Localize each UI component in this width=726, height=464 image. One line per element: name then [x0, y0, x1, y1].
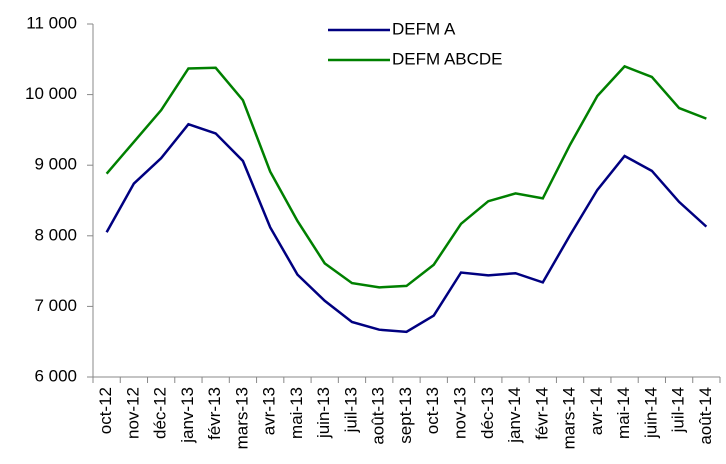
x-tick-label: avr-14: [587, 387, 606, 435]
x-tick-label: juin-13: [314, 387, 333, 439]
x-tick-label: juin-14: [641, 387, 660, 439]
y-tick-label: 8 000: [34, 225, 77, 244]
x-tick-label: août-13: [369, 387, 388, 445]
x-tick-label: oct-13: [423, 387, 442, 434]
x-tick-label: avr-13: [260, 387, 279, 435]
x-tick-label: nov-12: [123, 387, 142, 439]
x-tick-label: mai-14: [614, 387, 633, 439]
legend-label: DEFM ABCDE: [392, 49, 503, 68]
y-tick-label: 9 000: [34, 155, 77, 174]
x-tick-label: juil-14: [669, 387, 688, 433]
legend-label: DEFM A: [392, 19, 456, 38]
y-tick-label: 10 000: [25, 84, 77, 103]
x-tick-label: mai-13: [287, 387, 306, 439]
x-tick-label: janv-13: [178, 387, 197, 444]
x-tick-label: janv-14: [505, 387, 524, 444]
x-tick-label: nov-13: [451, 387, 470, 439]
x-tick-label: déc-12: [151, 387, 170, 439]
y-tick-label: 7 000: [34, 296, 77, 315]
x-tick-label: sept-13: [396, 387, 415, 444]
series-line: [105, 64, 707, 289]
x-tick-label: mars-13: [232, 387, 251, 449]
x-tick-label: août-14: [696, 387, 715, 445]
x-tick-label: mars-14: [560, 387, 579, 449]
y-tick-label: 6 000: [34, 366, 77, 385]
x-tick-label: févr-14: [532, 387, 551, 440]
y-tick-label: 11 000: [26, 13, 77, 32]
x-tick-label: déc-13: [478, 387, 497, 439]
series-line: [105, 122, 708, 334]
x-tick-label: juil-13: [341, 387, 360, 433]
x-tick-label: oct-12: [96, 387, 115, 434]
x-tick-label: févr-13: [205, 387, 224, 440]
